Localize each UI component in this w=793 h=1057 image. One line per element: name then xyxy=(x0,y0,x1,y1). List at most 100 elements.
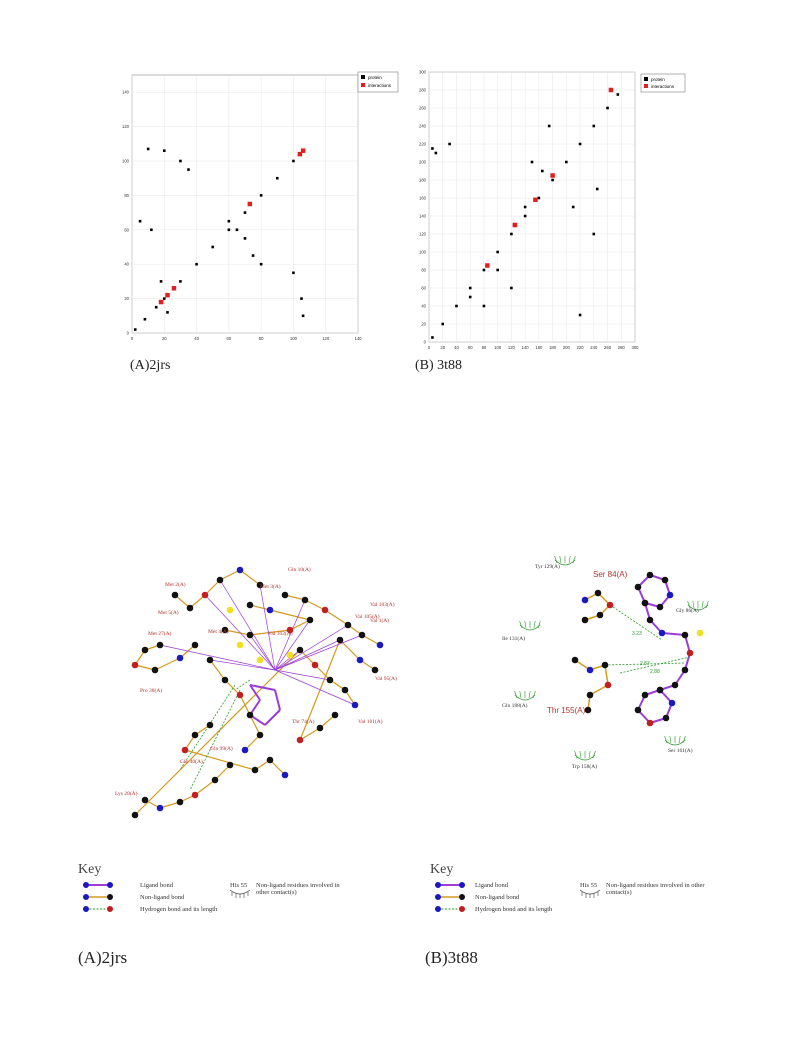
residue-label: Val 95(A) xyxy=(375,675,397,682)
protein-point xyxy=(510,286,513,290)
non-ligand-bond xyxy=(284,594,306,601)
atom xyxy=(371,666,379,674)
protein-point xyxy=(455,304,458,308)
protein-point xyxy=(510,232,513,236)
interaction-point xyxy=(512,222,518,228)
non-ligand-bond xyxy=(604,664,609,686)
non-ligand-bond xyxy=(179,644,196,659)
non-ligand-bond xyxy=(324,609,349,626)
y-tick-label: 240 xyxy=(419,124,427,129)
atom xyxy=(301,596,309,604)
residue-label: Gly 86(A) xyxy=(676,607,699,614)
protein-point xyxy=(146,147,150,151)
interaction-points xyxy=(158,148,306,305)
protein-point xyxy=(301,314,305,318)
tick-labels: 0 20 40 60 80 100 120 140 0 20 40 60 80 100 120 140 xyxy=(122,90,362,341)
x-tick-label: 200 xyxy=(563,345,571,350)
atom xyxy=(604,681,612,689)
non-ligand-bond xyxy=(134,649,301,816)
hydrophobic-contact-tick xyxy=(579,750,582,759)
plot-frame xyxy=(428,71,636,343)
key-hydrophobic-text: Non-ligand residues involved in other co… xyxy=(256,882,340,896)
atom xyxy=(641,599,649,607)
atom xyxy=(176,654,184,662)
residue-label: Thr 155(A) xyxy=(547,706,586,715)
non-ligand-bond xyxy=(299,727,321,741)
non-ligand-bond xyxy=(239,569,261,586)
atom xyxy=(634,706,642,714)
atom xyxy=(586,691,594,699)
atom xyxy=(266,756,274,764)
atom xyxy=(344,621,352,629)
protein-point xyxy=(195,262,198,266)
atom xyxy=(186,604,194,612)
residue-label: Thr 74(A) xyxy=(292,718,315,725)
hydrophobic-contact-tick xyxy=(592,750,596,759)
protein-point xyxy=(482,304,486,308)
non-ligand-bond xyxy=(269,759,286,776)
y-tick-label: 20 xyxy=(421,322,426,327)
key-symbols xyxy=(435,882,465,912)
ligand-bond xyxy=(661,632,686,636)
grid-lines xyxy=(428,71,636,343)
legend-interactions-label: interactions xyxy=(651,84,675,89)
non-ligand-bond xyxy=(219,569,241,581)
atom xyxy=(206,656,214,664)
ligand-bond xyxy=(159,644,276,671)
atom xyxy=(321,606,329,614)
atom xyxy=(156,804,164,812)
atom xyxy=(601,661,609,669)
hbond-length: 2.87 xyxy=(640,661,650,667)
x-tick-label: 120 xyxy=(508,345,516,350)
hydrogen-bond xyxy=(619,656,691,674)
key-hydrophobic-text: Non-ligand residues involved in other co… xyxy=(606,882,705,896)
hydrophobic-arc-icon xyxy=(579,889,601,898)
residue-label: Ile 131(A) xyxy=(502,635,525,642)
sulfur-atom xyxy=(236,641,244,649)
sulfur-atom xyxy=(696,629,704,637)
ligand-bond xyxy=(249,684,276,691)
residue-labels: Met 2(A) Met 3(A) Gln 10(A) Met 5(A) Val… xyxy=(115,566,397,797)
non-ligand-bond xyxy=(244,734,261,751)
atom xyxy=(681,631,689,639)
y-tick-label: 60 xyxy=(421,286,426,291)
tick-labels: 0 20 40 60 80 100 120 140 160 180 200 220 240 260 280 3… xyxy=(419,70,639,351)
atom xyxy=(171,591,179,599)
interaction-point xyxy=(485,263,490,268)
atom xyxy=(671,681,679,689)
y-tick-label: 0 xyxy=(127,331,130,336)
protein-point xyxy=(166,311,169,314)
residue-label: Ser 161(A) xyxy=(668,747,693,754)
y-tick-label: 260 xyxy=(419,106,427,111)
ligand-bond xyxy=(274,669,356,706)
x-tick-label: 160 xyxy=(535,345,543,350)
atom xyxy=(306,616,314,624)
protein-point xyxy=(565,160,568,164)
hydrophobic-contact-tick xyxy=(519,620,523,629)
x-tick-label: 80 xyxy=(259,336,264,341)
residue-label: Gln 188(A) xyxy=(502,702,528,709)
x-tick-label: 220 xyxy=(577,345,585,350)
x-tick-label: 0 xyxy=(131,336,134,341)
key-hydrophobic-sample: His 55 xyxy=(230,882,248,889)
atom xyxy=(656,686,664,694)
x-tick-label: 60 xyxy=(468,345,473,350)
non-ligand-bond xyxy=(224,629,251,636)
hydrophobic-contact-tick xyxy=(519,690,522,699)
interaction-point xyxy=(608,87,614,93)
caption-diagram-a: (A)2jrs xyxy=(78,948,128,967)
hydrophobic-contact-tick xyxy=(701,600,704,609)
non-ligand-bond xyxy=(184,749,256,771)
key-hydrogen-bond: Hydrogen bond and its length xyxy=(140,906,218,913)
x-tick-label: 140 xyxy=(355,336,363,341)
atom xyxy=(206,721,214,729)
key-b: Key Ligand bond Non-ligand bond Hydrogen… xyxy=(430,862,750,922)
x-tick-label: 240 xyxy=(590,345,598,350)
interaction-point xyxy=(158,299,164,305)
residue-label: Met 5(A) xyxy=(158,609,179,616)
non-ligand-bond xyxy=(134,664,156,671)
protein-point xyxy=(227,228,231,232)
residue-label: Met 2(A) xyxy=(165,581,186,588)
atom xyxy=(226,761,234,769)
protein-point xyxy=(292,271,295,275)
